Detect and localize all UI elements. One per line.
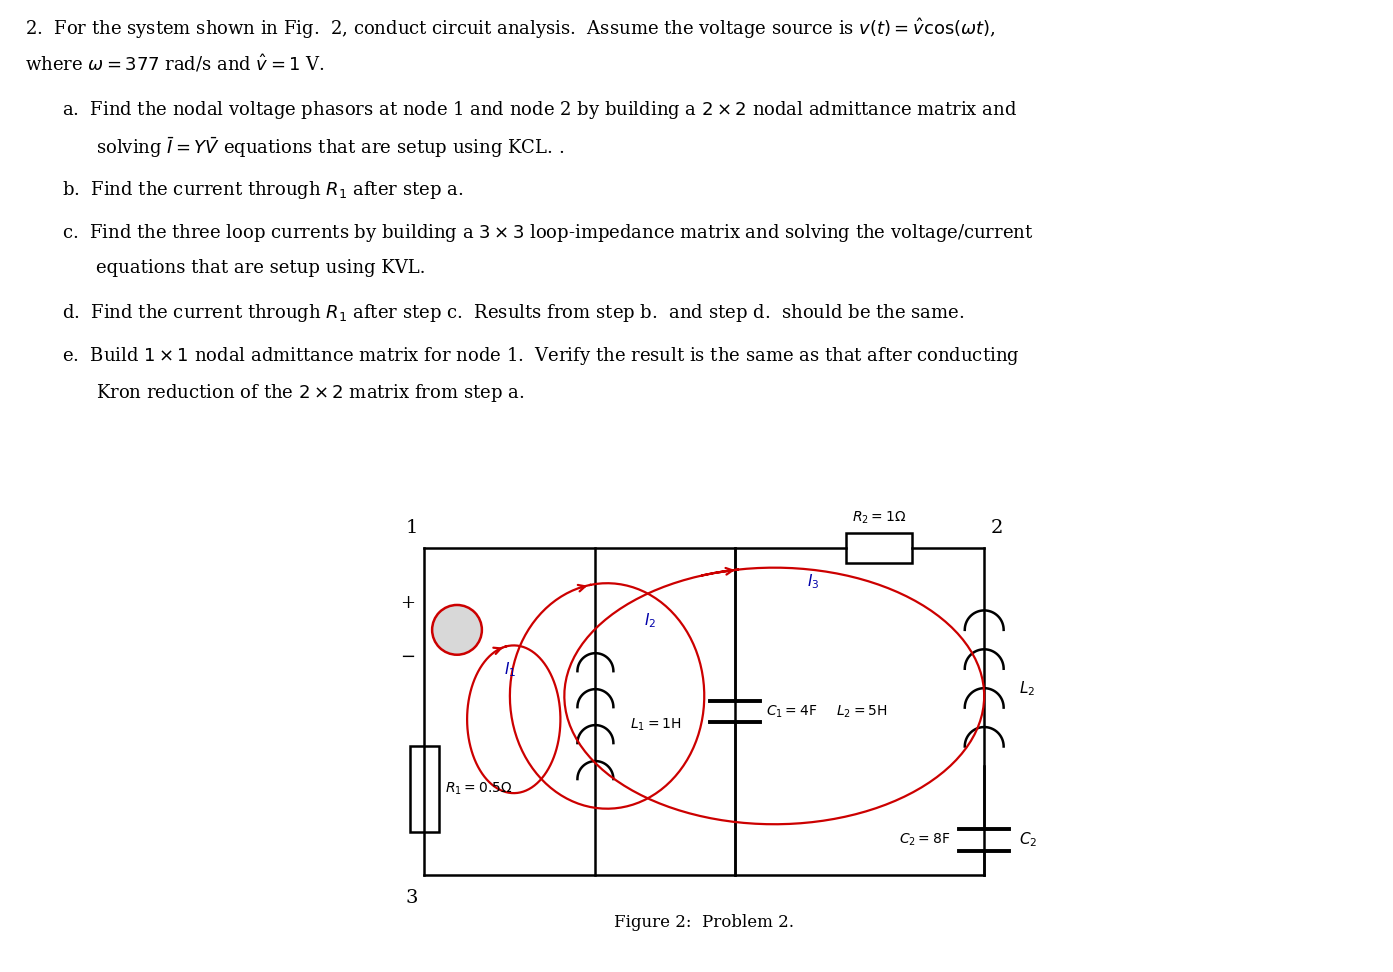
Text: 3: 3 xyxy=(405,888,418,907)
Text: Figure 2:  Problem 2.: Figure 2: Problem 2. xyxy=(614,914,794,931)
Text: 2.  For the system shown in Fig.  2, conduct circuit analysis.  Assume the volta: 2. For the system shown in Fig. 2, condu… xyxy=(25,17,996,42)
Bar xyxy=(410,746,439,832)
Text: $L_1{=}1\mathrm{H}$: $L_1{=}1\mathrm{H}$ xyxy=(631,717,681,733)
Text: $C_2$: $C_2$ xyxy=(1020,830,1038,850)
Text: d.  Find the current through $R_1$ after step c.  Results from step b.  and step: d. Find the current through $R_1$ after … xyxy=(61,302,964,324)
Text: $I_2$: $I_2$ xyxy=(644,611,656,630)
Text: $L_2$: $L_2$ xyxy=(1020,678,1035,698)
Text: $I_1$: $I_1$ xyxy=(504,660,515,678)
Bar xyxy=(846,534,912,563)
Text: Kron reduction of the $2 \times 2$ matrix from step a.: Kron reduction of the $2 \times 2$ matri… xyxy=(96,382,524,404)
Text: c.  Find the three loop currents by building a $3 \times 3$ loop-impedance matri: c. Find the three loop currents by build… xyxy=(61,223,1034,244)
Text: 2: 2 xyxy=(990,518,1003,537)
Text: 1: 1 xyxy=(405,518,418,537)
Circle shape xyxy=(432,605,482,655)
Text: b.  Find the current through $R_1$ after step a.: b. Find the current through $R_1$ after … xyxy=(61,179,462,201)
Text: $C_1{=}4\mathrm{F}$: $C_1{=}4\mathrm{F}$ xyxy=(766,704,818,719)
Text: e.  Build $1 \times 1$ nodal admittance matrix for node 1.  Verify the result is: e. Build $1 \times 1$ nodal admittance m… xyxy=(61,345,1020,367)
Text: $L_2{=}5\mathrm{H}$: $L_2{=}5\mathrm{H}$ xyxy=(836,704,887,719)
Text: −: − xyxy=(400,648,415,666)
Text: equations that are setup using KVL.: equations that are setup using KVL. xyxy=(96,259,425,277)
Text: $C_2{=}8\mathrm{F}$: $C_2{=}8\mathrm{F}$ xyxy=(898,832,950,848)
Text: $I_3$: $I_3$ xyxy=(807,573,819,591)
Text: where $\omega = 377$ rad/s and $\hat{v} = 1$ V.: where $\omega = 377$ rad/s and $\hat{v} … xyxy=(25,53,325,75)
Text: a.  Find the nodal voltage phasors at node 1 and node 2 by building a $2 \times : a. Find the nodal voltage phasors at nod… xyxy=(61,99,1017,121)
Text: $R_1{=}0.5\Omega$: $R_1{=}0.5\Omega$ xyxy=(446,781,513,797)
Text: +: + xyxy=(400,594,415,611)
Text: $R_2{=}1\Omega$: $R_2{=}1\Omega$ xyxy=(853,510,907,527)
Text: solving $\bar{I} = Y\bar{V}$ equations that are setup using KCL. .: solving $\bar{I} = Y\bar{V}$ equations t… xyxy=(96,135,564,160)
